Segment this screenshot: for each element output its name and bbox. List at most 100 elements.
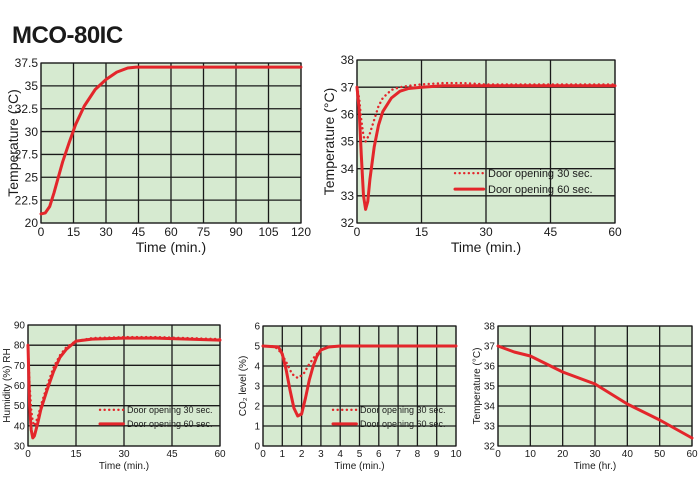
y-axis-label: Temperature (°C) [5,89,21,197]
y-tick-label: 37 [341,80,355,94]
x-tick-label: 60 [164,225,178,239]
y-tick-label: 2 [254,402,260,413]
y-tick-label: 33 [341,189,355,203]
y-tick-label: 38 [484,322,496,333]
x-axis-label: Time (min.) [451,239,521,255]
x-tick-label: 10 [450,449,462,460]
y-tick-label: 35 [341,135,355,149]
legend-label: Door opening 60 sec. [488,184,593,196]
x-tick-label: 60 [608,225,622,239]
x-tick-label: 30 [589,449,601,460]
series-line-30-sec [26,335,222,428]
x-axis-label: Time (min.) [334,461,384,472]
y-tick-label: 0 [254,442,260,453]
series-line [39,65,303,216]
y-tick-label: 32.5 [15,102,39,116]
y-tick-label: 90 [14,321,26,332]
y-tick-label: 34 [484,402,496,413]
x-tick-label: 9 [434,449,440,460]
x-tick-label: 45 [166,449,178,460]
x-tick-label: 45 [544,225,558,239]
y-tick-label: 38 [341,53,355,67]
y-tick-label: 50 [14,401,26,412]
legend-label: Door opening 60 sec. [127,419,213,429]
y-tick-label: 25 [25,170,39,184]
y-tick-label: 34 [341,162,355,176]
y-tick-label: 35 [25,79,39,93]
y-axis-label: CO₂ level (%) [238,356,249,417]
y-axis-label: Humidity (%) RH [2,348,13,422]
x-tick-label: 5 [357,449,363,460]
x-tick-label: 0 [25,449,31,460]
y-tick-label: 70 [14,361,26,372]
legend-label: Door opening 30 sec. [127,405,213,415]
x-tick-label: 4 [337,449,343,460]
y-tick-label: 30 [25,125,39,139]
y-axis-label: Temperature (°C) [472,348,483,425]
x-tick-label: 8 [415,449,421,460]
x-tick-label: 30 [99,225,113,239]
x-tick-label: 30 [479,225,493,239]
y-tick-label: 36 [484,362,496,373]
y-tick-label: 60 [14,381,26,392]
y-tick-label: 30 [14,442,26,453]
page-title: MCO-80IC [12,22,123,49]
y-tick-label: 6 [254,322,260,333]
x-tick-label: 60 [686,449,698,460]
y-tick-label: 22.5 [15,193,39,207]
x-tick-label: 2 [299,449,305,460]
y-tick-label: 37.5 [15,56,39,70]
y-tick-label: 20 [25,216,39,230]
x-tick-label: 15 [70,449,82,460]
x-tick-label: 0 [354,225,361,239]
x-tick-label: 15 [67,225,81,239]
y-tick-label: 27.5 [15,148,39,162]
y-tick-label: 3 [254,382,260,393]
series-line-30-sec [355,81,617,143]
y-tick-label: 1 [254,422,260,433]
y-tick-label: 32 [484,442,496,453]
y-tick-label: 33 [484,422,496,433]
x-tick-label: 0 [495,449,501,460]
y-tick-label: 32 [341,216,355,230]
x-axis-label: Time (hr.) [574,461,616,472]
y-axis-label: Temperature (°C) [321,88,337,196]
x-tick-label: 0 [260,449,266,460]
y-tick-label: 40 [14,421,26,432]
temperature-warmup-chart: 0 15 30 45 60 75 90 105 120 20 22.5 25 27.5 30 32.5 35 3… [5,56,311,255]
x-tick-label: 15 [415,225,429,239]
series-line-60-sec [355,84,617,211]
y-tick-label: 4 [254,362,260,373]
x-axis-label: Time (min.) [136,239,206,255]
x-tick-label: 60 [214,449,226,460]
x-tick-label: 50 [654,449,666,460]
legend-label: Door opening 30 sec. [488,168,593,180]
x-tick-label: 20 [557,449,569,460]
y-tick-label: 35 [484,382,496,393]
x-axis-label: Time (min.) [99,461,149,472]
humidity-door-opening-chart: 0 15 30 45 60 30 40 50 60 70 80 90 Time (min.) Humidi… [2,321,226,473]
series-line-60-sec [261,344,458,418]
y-tick-label: 80 [14,341,26,352]
x-tick-label: 30 [118,449,130,460]
x-tick-label: 0 [38,225,45,239]
x-tick-label: 7 [395,449,401,460]
x-tick-label: 40 [622,449,634,460]
series-line-60-sec [26,336,222,440]
x-tick-label: 90 [229,225,243,239]
legend-label: Door opening 60 sec. [360,419,446,429]
x-tick-label: 6 [376,449,382,460]
x-tick-label: 105 [258,225,278,239]
series-line [496,344,694,440]
x-tick-label: 45 [132,225,146,239]
x-tick-label: 75 [197,225,211,239]
x-tick-label: 120 [291,225,311,239]
x-tick-label: 10 [525,449,537,460]
temperature-power-failure-chart: 0 10 20 30 40 50 60 32 33 34 35 36 37 38 Time (hr.) Tem… [472,322,698,473]
legend-label: Door opening 30 sec. [360,405,446,415]
y-tick-label: 36 [341,108,355,122]
y-tick-label: 37 [484,342,496,353]
x-tick-label: 3 [318,449,324,460]
x-tick-label: 1 [280,449,286,460]
